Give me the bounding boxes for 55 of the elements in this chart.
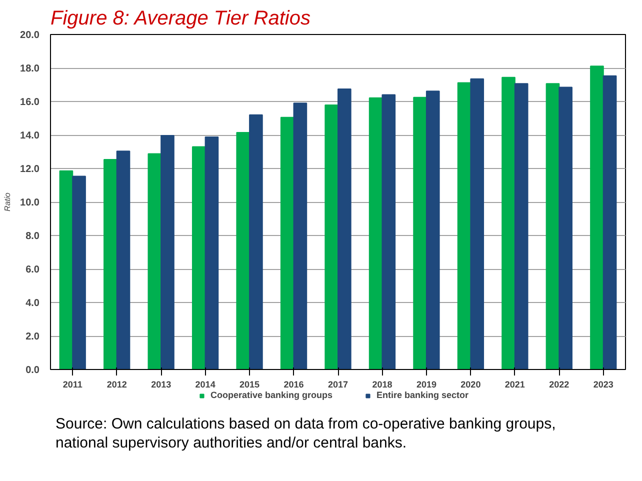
y-tick-label: 20.0: [20, 30, 40, 41]
source-note: Source: Own calculations based on data from co-operative banking groups, national supervisory authorities and/or central banks.: [56, 416, 556, 452]
bar: [324, 104, 338, 370]
bar: [558, 86, 572, 370]
y-axis-title: Ratio: [3, 192, 12, 212]
x-tick-label: 2015: [240, 380, 260, 390]
legend-label: Entire banking sector: [376, 390, 469, 400]
bar: [602, 75, 617, 370]
bar: [514, 83, 528, 370]
x-tick-label: 2018: [372, 380, 392, 390]
bar: [470, 78, 484, 370]
x-tick-label: 2012: [106, 380, 127, 390]
bar: [148, 153, 162, 370]
x-tick-label: 2017: [328, 380, 348, 390]
y-tick-label: 18.0: [20, 64, 40, 74]
y-tick-label: 16.0: [20, 97, 40, 108]
bar: [249, 114, 263, 370]
legend-label: Cooperative banking groups: [210, 390, 332, 400]
y-tick-label: 2.0: [26, 332, 40, 342]
bar: [204, 136, 219, 370]
y-tick-label: 4.0: [26, 298, 40, 309]
x-tick-label: 2020: [460, 380, 481, 390]
bar: [116, 150, 130, 370]
bar: [368, 97, 383, 370]
bar: [280, 116, 294, 370]
bar: [502, 76, 516, 370]
bar: [338, 88, 352, 370]
y-tick-label: 14.0: [20, 130, 40, 142]
y-tick-label: 8.0: [26, 231, 40, 242]
bar: [457, 82, 472, 370]
x-tick-label: 2011: [62, 380, 82, 390]
x-tick-label: 2023: [593, 380, 614, 390]
y-tick-label: 6.0: [26, 264, 40, 276]
bar: [160, 135, 174, 370]
x-tick-label: 2022: [549, 380, 570, 390]
x-tick-label: 2021: [504, 380, 525, 390]
y-tick-label: 12.0: [20, 164, 40, 175]
x-tick-label: 2014: [195, 380, 216, 390]
x-tick-label: 2016: [284, 380, 304, 390]
bar: [382, 94, 396, 370]
bar: [413, 96, 427, 370]
x-tick-label: 2019: [416, 380, 436, 390]
y-tick-label: 0.0: [26, 365, 40, 376]
chart-title: Figure 8: Average Tier Ratios: [50, 8, 310, 30]
bar: [59, 170, 74, 370]
bar: [236, 132, 250, 370]
bar: [426, 90, 440, 370]
bar: [104, 158, 118, 370]
bar: [546, 83, 560, 370]
y-tick-label: 10.0: [20, 198, 40, 208]
x-tick-label: 2013: [151, 380, 172, 390]
bar: [72, 176, 86, 370]
bar: [192, 146, 206, 370]
bar: [293, 102, 308, 370]
bar: [590, 66, 604, 370]
